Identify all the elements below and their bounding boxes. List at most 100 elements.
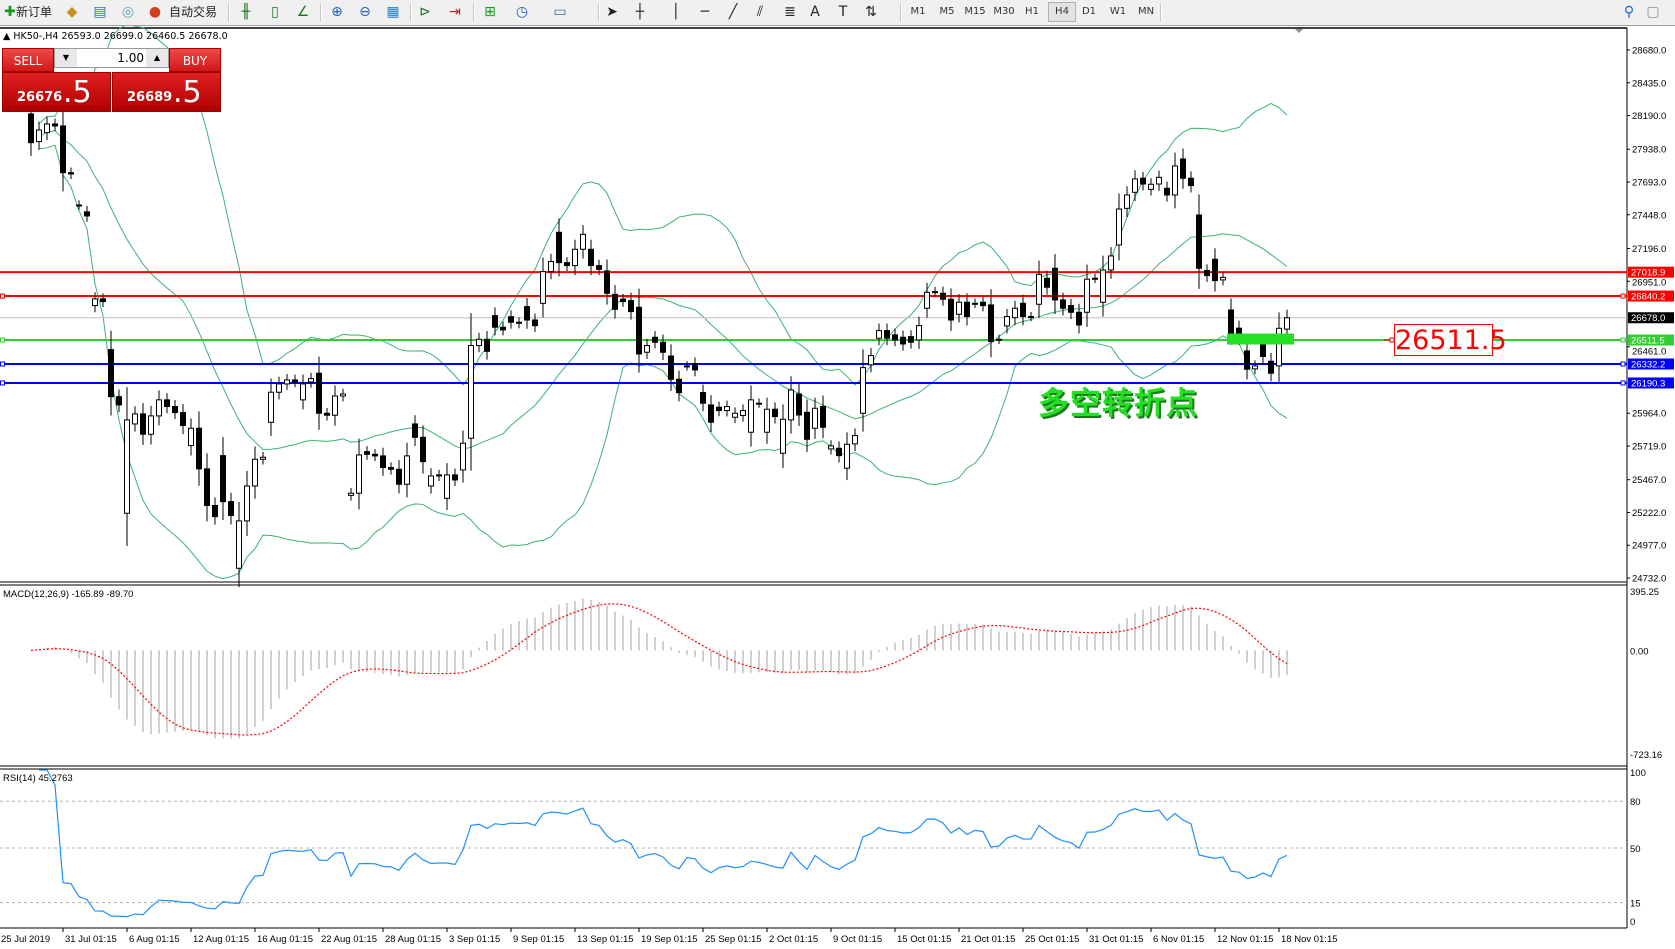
navigator-icon[interactable]: ▤ xyxy=(93,4,107,20)
chart-shift-marker[interactable] xyxy=(1295,29,1303,33)
candle-body xyxy=(732,412,738,418)
level-price-tag xyxy=(1628,312,1674,324)
candle-body xyxy=(916,325,922,341)
candle-body xyxy=(1028,316,1034,319)
new-order-icon[interactable]: ✚ xyxy=(4,4,16,20)
sell-button[interactable]: SELL xyxy=(2,48,54,72)
tile-windows-icon[interactable]: ▦ xyxy=(386,4,400,20)
level-handle[interactable] xyxy=(0,293,5,299)
arrows-icon[interactable]: ⇅ xyxy=(865,4,877,20)
timeframe-mn[interactable]: MN xyxy=(1137,6,1155,17)
lot-input[interactable]: 1.00 xyxy=(117,51,144,65)
candle-body xyxy=(588,248,594,267)
timeframe-h1[interactable]: H1 xyxy=(1025,6,1039,17)
time-label: 13 Sep 01:15 xyxy=(577,934,634,945)
buy-price[interactable]: 26689 .5 xyxy=(112,72,221,112)
equidistant-channel-icon[interactable]: ⫽ xyxy=(756,4,764,20)
candle xyxy=(284,374,290,390)
candle-body xyxy=(1124,194,1130,209)
candle xyxy=(620,293,626,307)
candle-body xyxy=(1268,360,1274,374)
time-label: 16 Aug 01:15 xyxy=(257,934,313,945)
auto-scroll-icon[interactable]: ⊳ xyxy=(419,4,431,20)
candle xyxy=(228,492,234,525)
metaeditor-icon[interactable]: ◆ xyxy=(66,4,78,20)
candle xyxy=(60,107,66,192)
timeframe-w1[interactable]: W1 xyxy=(1109,6,1127,17)
buy-button[interactable]: BUY xyxy=(169,48,221,72)
vertical-line-icon[interactable]: │ xyxy=(671,4,681,20)
chart-shift-icon[interactable]: ⇥ xyxy=(449,4,461,20)
candle-body xyxy=(188,427,194,447)
level-handle[interactable] xyxy=(0,380,5,386)
candle xyxy=(612,285,618,319)
level-price-tag xyxy=(1628,377,1674,389)
candle xyxy=(180,403,186,435)
auto-trade-icon[interactable]: ● xyxy=(148,4,162,20)
candle xyxy=(588,239,594,276)
candle xyxy=(660,334,666,360)
level-handle[interactable] xyxy=(1620,361,1626,367)
candle-body xyxy=(940,292,946,300)
zoom-in-icon[interactable]: ⊕ xyxy=(331,4,343,20)
auto-trade-button[interactable]: 自动交易 xyxy=(169,5,218,19)
price-annotation-label[interactable]: 26511.5 xyxy=(1394,324,1507,356)
bar-chart-icon[interactable]: ╫ xyxy=(241,4,251,20)
level-handle[interactable] xyxy=(0,361,5,367)
timeframe-d1[interactable]: D1 xyxy=(1081,6,1097,17)
candle xyxy=(972,298,978,308)
time-label: 12 Aug 01:15 xyxy=(193,934,249,945)
text-icon[interactable]: A xyxy=(810,4,820,20)
candle xyxy=(324,407,330,421)
line-chart-icon[interactable]: ∠ xyxy=(296,4,310,20)
new-order-button[interactable]: 新订单 xyxy=(16,5,53,19)
trendline-icon[interactable]: ╱ xyxy=(728,4,738,20)
periods-icon[interactable]: ◷ xyxy=(515,4,529,20)
turning-zone-box[interactable] xyxy=(1227,333,1294,345)
chat-icon[interactable]: ▢ xyxy=(1646,4,1660,20)
candlestick-icon[interactable]: ▯ xyxy=(271,4,279,20)
level-handle[interactable] xyxy=(1620,380,1626,386)
level-handle[interactable] xyxy=(0,337,5,343)
candle-body xyxy=(204,468,210,507)
zoom-out-icon[interactable]: ⊖ xyxy=(359,4,371,20)
lot-decrease-button[interactable]: ▼ xyxy=(55,49,77,67)
candle-body xyxy=(132,413,138,425)
text-label-icon[interactable]: T xyxy=(838,4,848,20)
lot-increase-button[interactable]: ▲ xyxy=(146,49,168,67)
sell-price[interactable]: 26676 .5 xyxy=(2,72,111,112)
search-icon[interactable]: ⚲ xyxy=(1623,4,1635,20)
candle xyxy=(420,425,426,474)
timeframe-m5[interactable]: M5 xyxy=(939,6,955,17)
cursor-icon[interactable]: ➤ xyxy=(606,4,618,20)
candle xyxy=(676,370,682,402)
candle xyxy=(604,259,610,305)
candle-body xyxy=(924,291,930,309)
symbol-header: ▲ HK50-,H4 26593.0 26699.0 26460.5 26678… xyxy=(3,31,228,42)
candle-body xyxy=(652,336,658,343)
turning-point-annotation[interactable]: 多空转折点 xyxy=(1038,386,1198,422)
level-handle[interactable] xyxy=(1620,293,1626,299)
lot-stepper[interactable]: ▼ 1.00 ▲ xyxy=(54,48,169,68)
candle-body xyxy=(116,396,122,406)
candle-body xyxy=(772,408,778,418)
time-label: 22 Aug 01:15 xyxy=(321,934,377,945)
candle xyxy=(348,487,354,501)
horizontal-line-icon[interactable]: ─ xyxy=(700,4,710,20)
candle-body xyxy=(668,355,674,380)
crosshair-icon[interactable]: ┼ xyxy=(635,4,645,20)
timeframe-m15[interactable]: M15 xyxy=(964,6,986,17)
signals-icon[interactable]: ◎ xyxy=(121,4,135,20)
indicators-icon[interactable]: ⊞ xyxy=(484,4,496,20)
candle-body xyxy=(980,301,986,307)
timeframe-m30[interactable]: M30 xyxy=(993,6,1015,17)
candle-body xyxy=(468,345,474,439)
level-handle[interactable] xyxy=(1620,337,1626,343)
toolbar-separator xyxy=(1160,3,1162,22)
fibonacci-icon[interactable]: ≣ xyxy=(784,4,796,20)
templates-icon[interactable]: ▭ xyxy=(553,4,567,20)
timeframe-h4[interactable]: H4 xyxy=(1048,2,1076,22)
candle-body xyxy=(1012,307,1018,319)
timeframe-m1[interactable]: M1 xyxy=(910,6,926,17)
